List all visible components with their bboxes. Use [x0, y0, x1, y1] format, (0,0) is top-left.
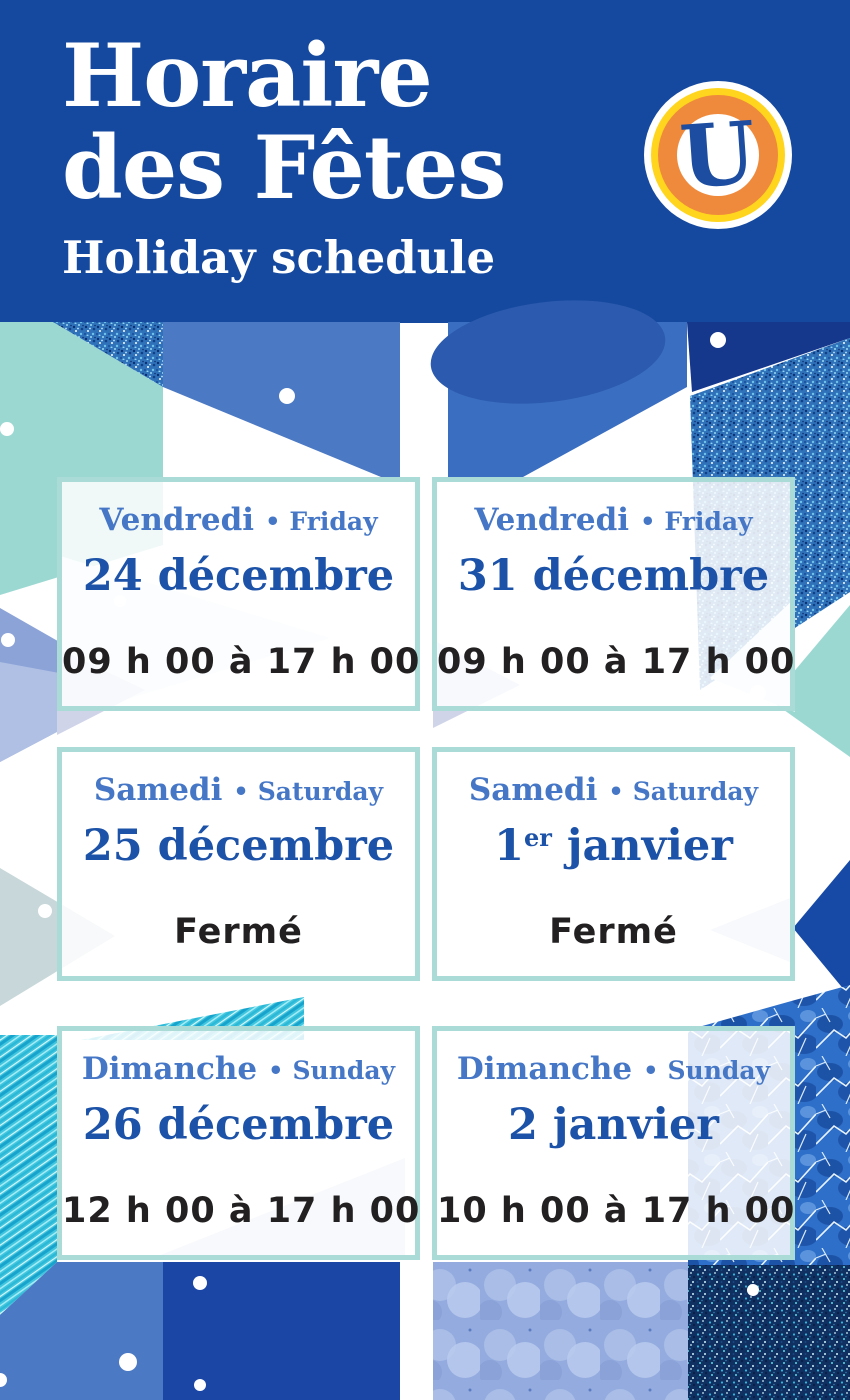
navy-triangle	[687, 322, 850, 392]
watercolor-bottom-block	[433, 1262, 688, 1400]
date-label: 25 décembre	[62, 814, 415, 870]
uniprix-logo: U	[644, 81, 792, 229]
date-main: 31 décembre	[457, 551, 770, 601]
bullet-separator: •	[608, 777, 624, 806]
day-fr: Samedi	[468, 772, 598, 808]
date-label: 1er janvier	[437, 814, 790, 870]
date-month: janvier	[551, 821, 733, 871]
date-label: 2 janvier	[437, 1093, 790, 1149]
day-fr: Dimanche	[456, 1051, 633, 1087]
schedule-card-dec-31: Vendredi • Friday 31 décembre 09 h 00 à 17…	[432, 477, 795, 711]
glitter-triangle-top-left	[53, 322, 163, 387]
steel-blue-block	[430, 300, 687, 477]
schedule-card-dec-26: Dimanche • Sunday 26 décembre 12 h 00 à 17…	[57, 1026, 420, 1260]
header-banner: Horaire des Fêtes Holiday schedule U	[0, 0, 850, 323]
day-label: Dimanche • Sunday	[437, 1052, 790, 1091]
hours-label: Fermé	[549, 912, 678, 952]
title-line-2: des Fêtes	[62, 116, 506, 219]
schedule-card-dec-24: Vendredi • Friday 24 décembre 09 h 00 à 17…	[57, 477, 420, 711]
page-title: Horaire des Fêtes	[62, 24, 506, 219]
schedule-card-jan-1: Samedi • Saturday 1er janvier Fermé	[432, 747, 795, 981]
day-en: Sunday	[667, 1056, 771, 1085]
date-main: 24 décembre	[82, 551, 395, 601]
hours-label: 09 h 00 à 17 h 00	[62, 642, 421, 682]
date-main: 2 janvier	[508, 1100, 719, 1150]
mint-triangle-right	[770, 605, 850, 757]
day-en: Sunday	[292, 1056, 396, 1085]
hours-label: 09 h 00 à 17 h 00	[437, 642, 796, 682]
date-ordinal: er	[524, 823, 552, 852]
page-subtitle: Holiday schedule	[62, 231, 496, 284]
day-fr: Vendredi	[99, 502, 255, 538]
day-label: Samedi • Saturday	[62, 773, 415, 812]
day-label: Vendredi • Friday	[437, 503, 790, 542]
schedule-card-jan-2: Dimanche • Sunday 2 janvier 10 h 00 à 17 h…	[432, 1026, 795, 1260]
day-fr: Vendredi	[474, 502, 630, 538]
day-fr: Dimanche	[81, 1051, 258, 1087]
hours-label: Fermé	[174, 912, 303, 952]
logo-letter: U	[677, 103, 759, 209]
dark-glitter-bottom-block	[688, 1265, 850, 1400]
logo-inner-circle	[677, 114, 759, 196]
bullet-separator: •	[233, 777, 249, 806]
day-en: Friday	[664, 507, 753, 536]
day-label: Vendredi • Friday	[62, 503, 415, 542]
day-label: Samedi • Saturday	[437, 773, 790, 812]
title-line-1: Horaire	[62, 24, 433, 127]
day-fr: Samedi	[93, 772, 223, 808]
hours-label: 10 h 00 à 17 h 00	[437, 1191, 796, 1231]
day-en: Friday	[289, 507, 378, 536]
date-main: 1	[494, 821, 524, 871]
hours-label: 12 h 00 à 17 h 00	[62, 1191, 421, 1231]
day-label: Dimanche • Sunday	[62, 1052, 415, 1091]
day-en: Saturday	[632, 777, 759, 806]
date-main: 25 décembre	[82, 821, 395, 871]
bullet-separator: •	[640, 507, 656, 536]
bullet-separator: •	[265, 507, 281, 536]
date-label: 24 décembre	[62, 544, 415, 600]
dark-blue-triangle-right	[793, 860, 850, 997]
dark-blue-bottom-block	[163, 1262, 400, 1400]
date-label: 26 décembre	[62, 1093, 415, 1149]
date-main: 26 décembre	[82, 1100, 395, 1150]
date-label: 31 décembre	[437, 544, 790, 600]
bullet-separator: •	[643, 1056, 659, 1085]
day-en: Saturday	[257, 777, 384, 806]
schedule-card-dec-25: Samedi • Saturday 25 décembre Fermé	[57, 747, 420, 981]
bullet-separator: •	[268, 1056, 284, 1085]
